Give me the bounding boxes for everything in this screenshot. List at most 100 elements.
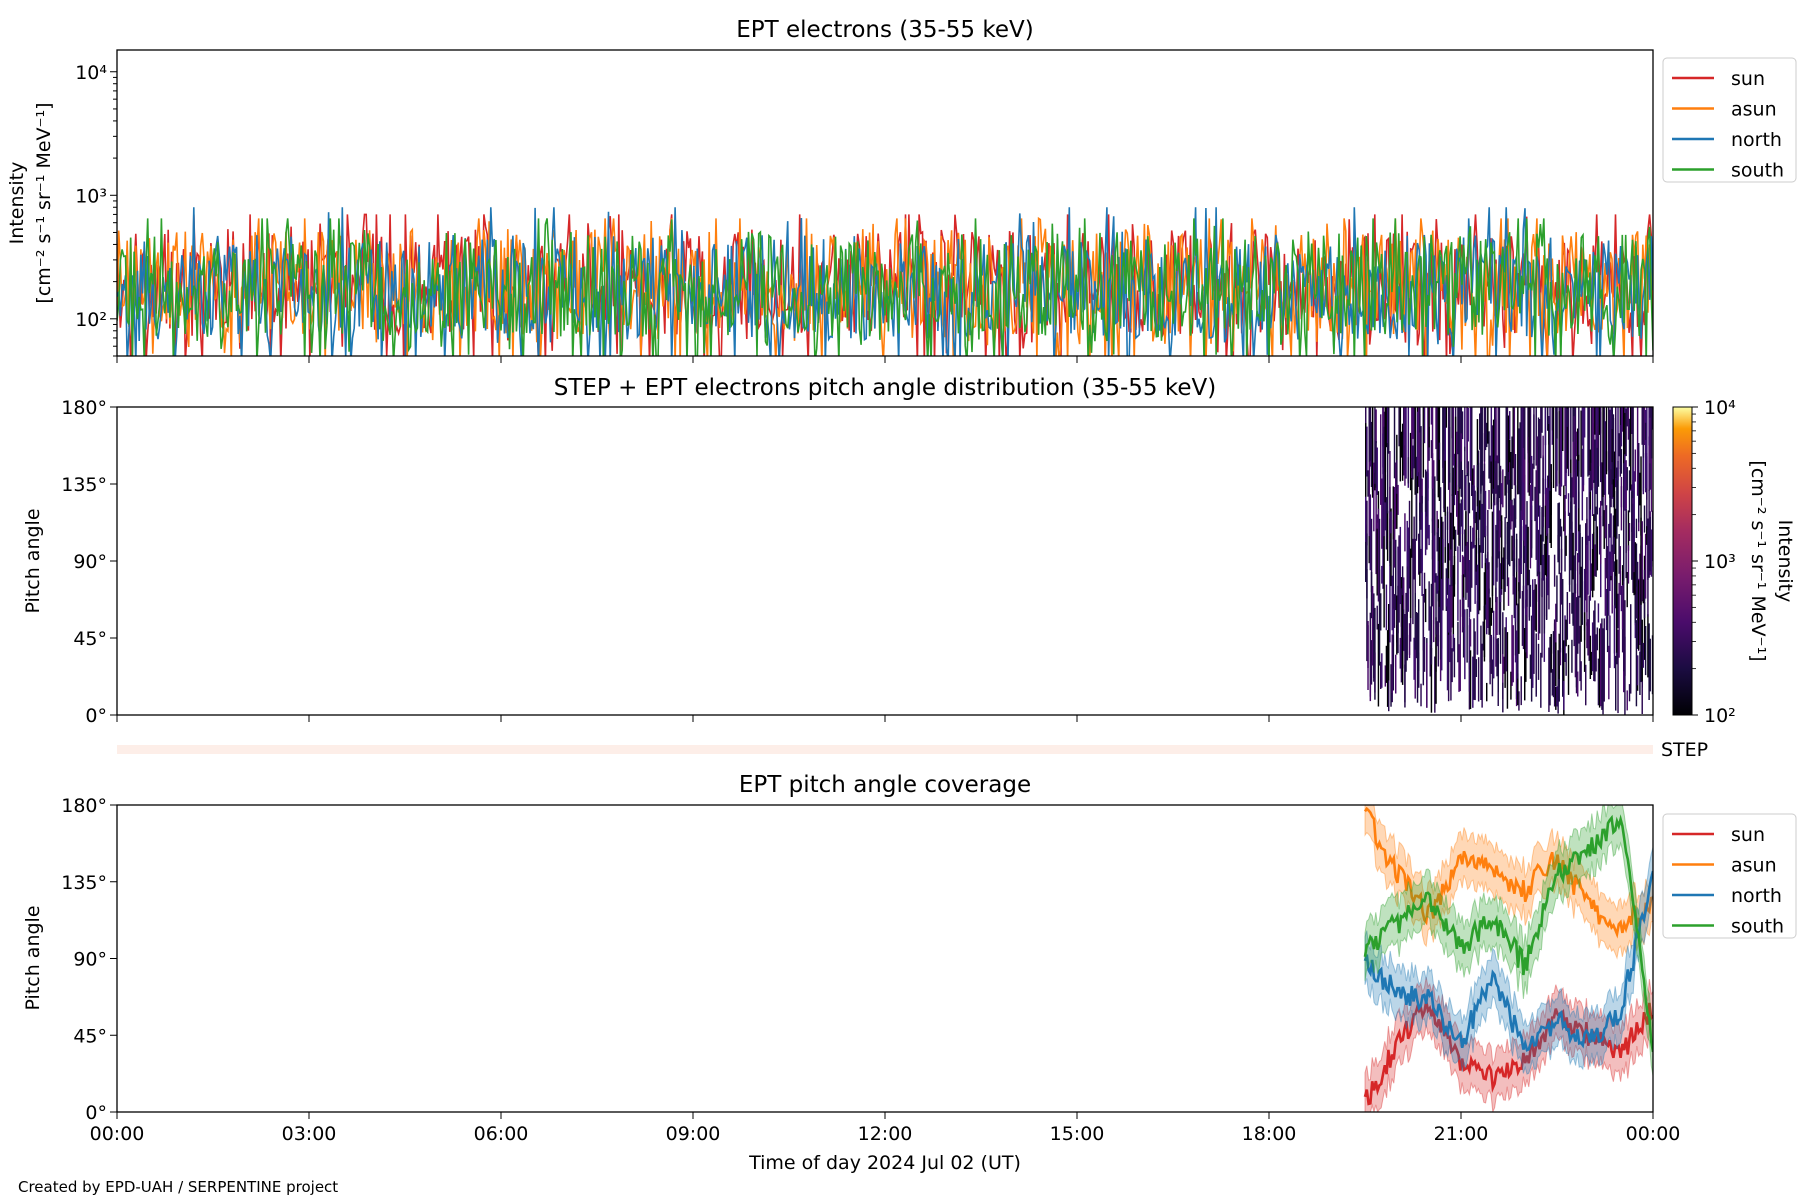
- pad-cell: [1553, 554, 1556, 587]
- pad-cell: [1451, 569, 1453, 628]
- pad-cell: [1495, 524, 1497, 603]
- pad-cell: [1572, 407, 1574, 442]
- pad-cell: [1375, 409, 1377, 444]
- pad-cell: [1484, 562, 1487, 605]
- pad-cell: [1621, 407, 1624, 432]
- pad-cell: [1365, 496, 1367, 542]
- pad-ytick-label: 180°: [61, 397, 107, 419]
- pad-cell: [1408, 500, 1411, 562]
- pad-cell: [1564, 615, 1566, 662]
- pad-cell: [1482, 484, 1484, 553]
- pad-cell: [1578, 460, 1580, 509]
- pad-cell: [1612, 536, 1615, 572]
- pad-cell: [1541, 507, 1543, 598]
- pad-cell: [1574, 442, 1577, 503]
- pad-cell: [1515, 630, 1518, 699]
- pad-cell: [1392, 635, 1395, 691]
- pad-cell: [1616, 559, 1618, 653]
- pad-cell: [1601, 618, 1603, 700]
- pad-cell: [1462, 597, 1465, 628]
- pad-cell: [1400, 431, 1403, 458]
- pad-cell: [1640, 594, 1642, 683]
- pad-cell: [1384, 474, 1387, 531]
- pad-cell: [1370, 640, 1373, 685]
- pad-cell: [1511, 614, 1513, 686]
- pad-cell: [1419, 502, 1421, 572]
- pad-cell: [1383, 426, 1385, 501]
- pad-cell: [1497, 407, 1499, 464]
- pad-cell: [1564, 495, 1566, 535]
- pad-cell: [1390, 511, 1392, 534]
- pad-cell: [1368, 462, 1370, 537]
- pad-cell: [1415, 478, 1418, 540]
- pad-cell: [1568, 602, 1571, 624]
- pad-cell: [1579, 524, 1581, 598]
- pad-cell: [1547, 475, 1549, 534]
- pad-cell: [1444, 407, 1446, 461]
- pad-cell: [1502, 469, 1504, 508]
- pad-cell: [1597, 658, 1600, 706]
- pad-cell: [1615, 407, 1617, 478]
- pad-cell: [1453, 526, 1456, 585]
- pad-cell: [1632, 407, 1634, 499]
- pad-cell: [1606, 546, 1609, 631]
- pad-cell: [1468, 482, 1471, 514]
- pad-cell: [1577, 671, 1579, 697]
- pad-cell: [1579, 625, 1581, 682]
- pad-cell: [1464, 407, 1466, 452]
- pad-cell: [1635, 543, 1638, 587]
- pad-cell: [1376, 605, 1378, 630]
- pad-ylabel: Pitch angle: [22, 508, 44, 613]
- pad-cell: [1503, 547, 1505, 576]
- pad-cell: [1522, 585, 1525, 650]
- pad-cell: [1648, 436, 1650, 491]
- intensity-ylabel-line1: Intensity: [6, 162, 28, 245]
- coverage-series-sun: [1363, 1000, 1653, 1106]
- pad-cell: [1642, 642, 1645, 668]
- pad-cell: [1581, 536, 1584, 625]
- pad-cell: [1610, 407, 1612, 470]
- pad-cell: [1613, 451, 1616, 538]
- legend-label-south: south: [1731, 160, 1784, 182]
- pad-cell: [1580, 566, 1582, 642]
- pad-cell: [1435, 407, 1437, 450]
- intensity-ytick-label: 10²: [75, 309, 107, 331]
- pad-cell: [1524, 453, 1526, 546]
- pad-cell: [1368, 435, 1370, 457]
- pad-cell: [1640, 639, 1642, 667]
- pad-cell: [1520, 676, 1522, 706]
- pad-cell: [1403, 609, 1405, 651]
- step-strip-panel: STEP: [117, 739, 1708, 761]
- pad-cell: [1574, 500, 1577, 594]
- pad-cell: [1598, 507, 1601, 555]
- pad-cell: [1498, 510, 1501, 568]
- xtick-label: 03:00: [282, 1123, 337, 1145]
- pad-cell: [1588, 407, 1590, 476]
- pad-cell: [1405, 616, 1407, 638]
- pad-cell: [1495, 587, 1497, 667]
- pad-cell: [1465, 511, 1467, 546]
- pad-cell: [1617, 407, 1619, 481]
- pad-cell: [1430, 440, 1433, 459]
- pad-cell: [1627, 545, 1630, 584]
- pad-cell: [1434, 476, 1436, 536]
- pad-cell: [1590, 462, 1593, 491]
- pad-cell: [1380, 593, 1382, 631]
- pad-panel: STEP + EPT electrons pitch angle distrib…: [22, 375, 1796, 727]
- pad-cell: [1480, 625, 1482, 700]
- pad-cell: [1490, 461, 1493, 510]
- pad-cell: [1487, 569, 1489, 628]
- pad-cell: [1461, 411, 1464, 440]
- pad-cell: [1431, 476, 1434, 534]
- pad-cell: [1627, 407, 1630, 440]
- pad-cell: [1384, 665, 1387, 687]
- pad-cell: [1458, 644, 1460, 692]
- pad-cell: [1620, 407, 1623, 447]
- pad-cell: [1499, 593, 1502, 664]
- pad-cell: [1400, 577, 1403, 595]
- colorbar-label: Intensity: [1774, 520, 1796, 603]
- intensity-ytick-label: 10³: [75, 185, 107, 207]
- pad-cell: [1499, 465, 1502, 521]
- pad-cell: [1593, 610, 1595, 682]
- pad-cell: [1556, 575, 1558, 622]
